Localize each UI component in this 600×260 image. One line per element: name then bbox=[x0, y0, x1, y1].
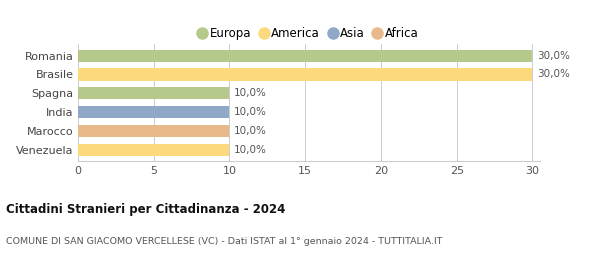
Bar bbox=[78, 106, 229, 118]
Legend: Europa, America, Asia, Africa: Europa, America, Asia, Africa bbox=[197, 24, 421, 42]
Text: Cittadini Stranieri per Cittadinanza - 2024: Cittadini Stranieri per Cittadinanza - 2… bbox=[6, 203, 286, 216]
Text: 10,0%: 10,0% bbox=[234, 107, 267, 117]
Text: 10,0%: 10,0% bbox=[234, 88, 267, 98]
Bar bbox=[78, 87, 229, 99]
Text: COMUNE DI SAN GIACOMO VERCELLESE (VC) - Dati ISTAT al 1° gennaio 2024 - TUTTITAL: COMUNE DI SAN GIACOMO VERCELLESE (VC) - … bbox=[6, 237, 443, 246]
Bar bbox=[78, 144, 229, 156]
Text: 10,0%: 10,0% bbox=[234, 145, 267, 155]
Text: 30,0%: 30,0% bbox=[537, 51, 570, 61]
Text: 30,0%: 30,0% bbox=[537, 69, 570, 80]
Text: 10,0%: 10,0% bbox=[234, 126, 267, 136]
Bar bbox=[78, 125, 229, 137]
Bar bbox=[78, 49, 532, 62]
Bar bbox=[78, 68, 532, 81]
